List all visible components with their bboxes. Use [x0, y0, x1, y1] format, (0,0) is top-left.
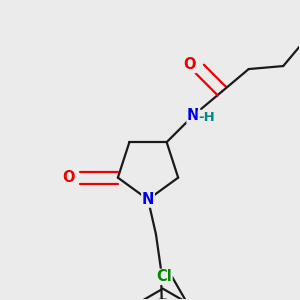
Text: -H: -H: [198, 110, 215, 124]
Text: O: O: [62, 170, 75, 185]
Text: O: O: [184, 58, 196, 73]
Text: N: N: [187, 108, 200, 123]
Text: Cl: Cl: [156, 269, 172, 284]
Text: N: N: [142, 192, 154, 207]
